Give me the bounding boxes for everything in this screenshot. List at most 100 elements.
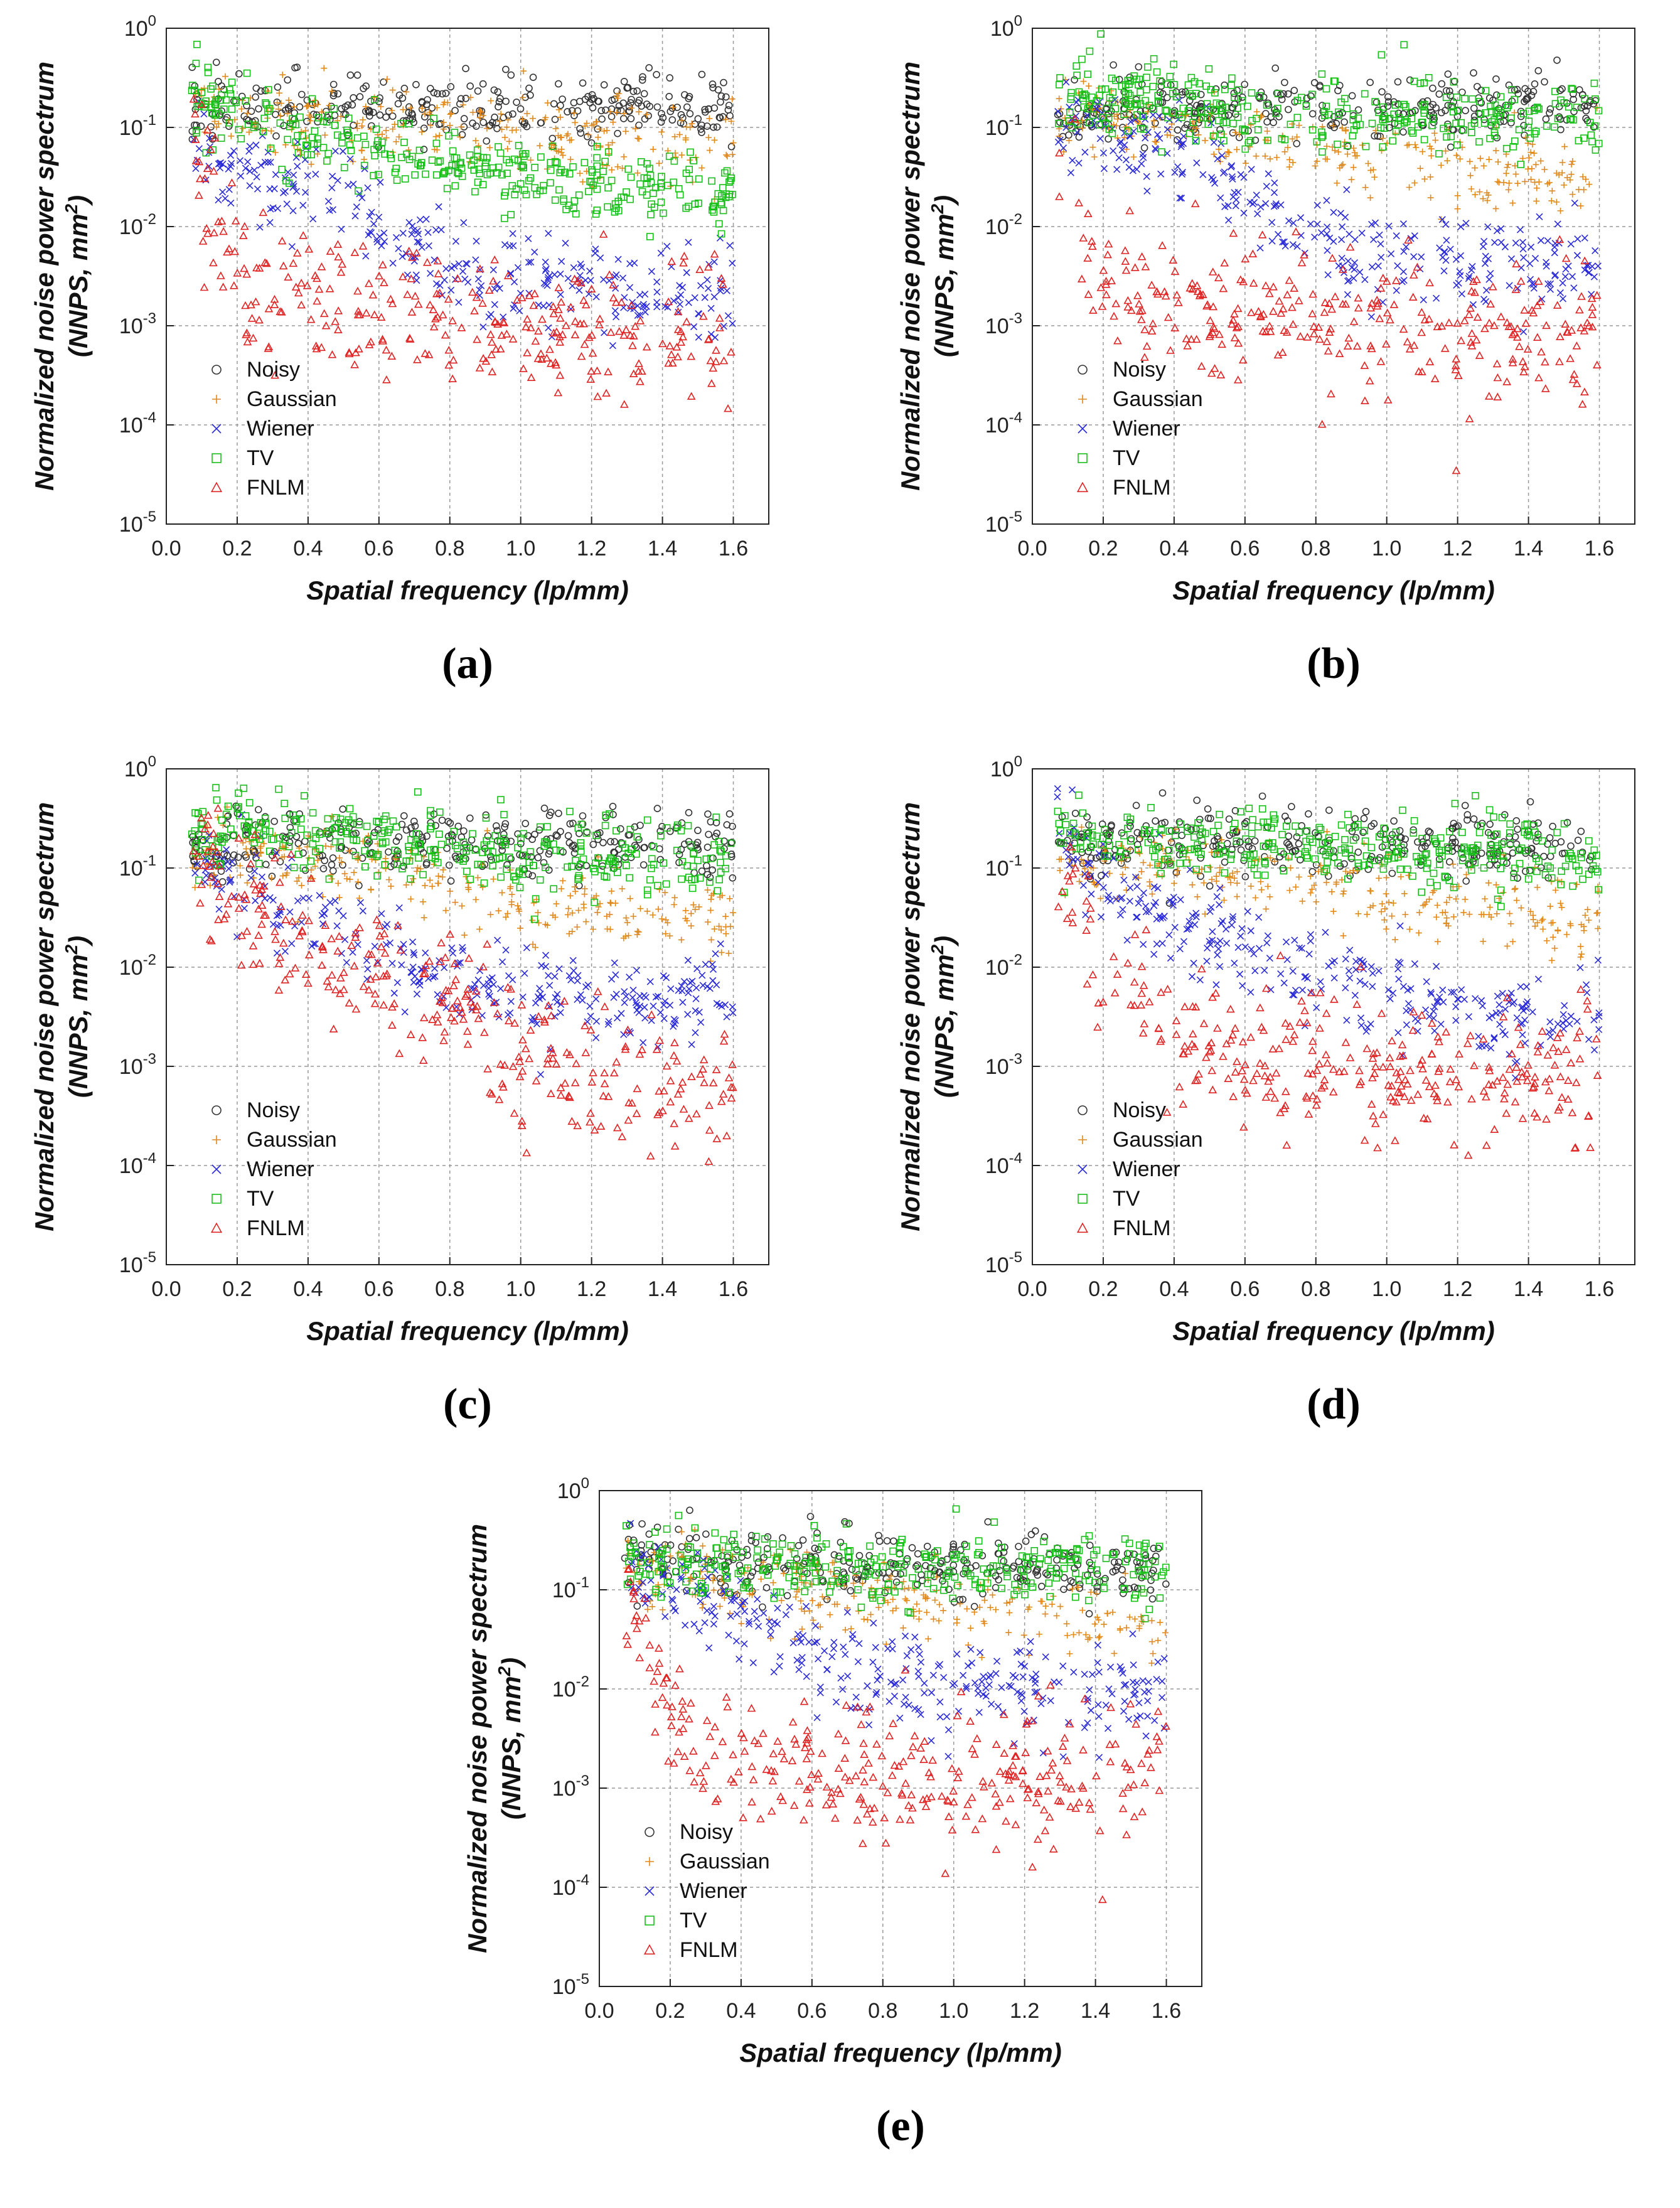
data-point bbox=[688, 876, 695, 884]
data-point bbox=[339, 147, 347, 155]
data-point bbox=[634, 302, 641, 309]
data-point bbox=[574, 924, 581, 931]
data-point bbox=[498, 889, 505, 896]
data-point bbox=[429, 883, 436, 890]
data-point bbox=[727, 923, 734, 930]
data-point bbox=[1431, 130, 1438, 137]
data-point bbox=[215, 121, 222, 127]
data-point bbox=[1480, 119, 1489, 127]
data-point bbox=[1315, 335, 1324, 343]
data-point bbox=[1471, 164, 1478, 171]
data-point bbox=[294, 878, 301, 885]
data-point bbox=[461, 276, 469, 283]
data-point bbox=[683, 269, 690, 276]
data-point bbox=[270, 300, 279, 309]
data-point bbox=[1237, 171, 1244, 178]
data-point bbox=[311, 341, 321, 350]
data-point bbox=[442, 907, 449, 914]
data-point bbox=[601, 127, 607, 134]
data-point bbox=[476, 107, 483, 114]
data-point bbox=[1485, 156, 1492, 163]
data-point bbox=[1281, 78, 1288, 87]
data-point bbox=[1121, 141, 1128, 149]
data-point bbox=[613, 1123, 622, 1132]
legend-marker-tv bbox=[211, 453, 222, 463]
data-point bbox=[508, 1062, 518, 1070]
data-point bbox=[1453, 141, 1461, 149]
data-point bbox=[1409, 129, 1417, 137]
data-point bbox=[1071, 76, 1078, 83]
data-point bbox=[581, 1021, 589, 1029]
data-point bbox=[1067, 95, 1075, 103]
data-point bbox=[705, 830, 712, 839]
data-point bbox=[503, 169, 511, 178]
data-point bbox=[692, 1007, 699, 1014]
data-point bbox=[543, 1059, 552, 1068]
data-point bbox=[588, 95, 596, 103]
data-point bbox=[675, 850, 683, 859]
data-point bbox=[639, 303, 647, 311]
data-point bbox=[640, 844, 648, 852]
data-point bbox=[1321, 112, 1329, 119]
data-point bbox=[570, 110, 577, 117]
data-point bbox=[648, 1017, 655, 1024]
data-point bbox=[204, 68, 212, 77]
data-point bbox=[410, 876, 417, 882]
data-point bbox=[626, 195, 634, 203]
series-tv bbox=[188, 41, 736, 240]
data-point bbox=[277, 112, 284, 119]
data-point bbox=[292, 833, 301, 840]
data-point bbox=[554, 388, 563, 397]
data-point bbox=[1073, 62, 1080, 70]
data-point bbox=[586, 1117, 594, 1126]
data-point bbox=[383, 76, 390, 83]
data-point bbox=[339, 805, 347, 813]
data-point bbox=[1138, 306, 1147, 314]
data-point bbox=[1297, 258, 1307, 267]
data-point bbox=[361, 156, 368, 163]
data-point bbox=[1153, 131, 1162, 138]
data-point bbox=[218, 816, 226, 824]
data-point bbox=[1178, 141, 1185, 148]
data-point bbox=[614, 163, 621, 170]
data-point bbox=[246, 859, 255, 867]
data-point bbox=[1141, 262, 1150, 271]
data-point bbox=[1531, 130, 1539, 137]
data-point bbox=[1592, 95, 1599, 103]
data-point bbox=[587, 139, 596, 147]
data-point bbox=[370, 999, 380, 1007]
data-point bbox=[646, 164, 653, 173]
data-point bbox=[647, 179, 655, 187]
data-point bbox=[1354, 114, 1362, 122]
data-point bbox=[1544, 237, 1551, 245]
data-point bbox=[657, 118, 665, 126]
data-point bbox=[1484, 223, 1492, 230]
data-point bbox=[456, 1003, 465, 1012]
data-point bbox=[445, 132, 452, 140]
data-point bbox=[432, 133, 439, 140]
data-point bbox=[499, 1083, 508, 1091]
data-point bbox=[712, 346, 720, 354]
data-point bbox=[287, 916, 297, 925]
data-point bbox=[495, 908, 502, 914]
data-point bbox=[1190, 113, 1199, 121]
data-point bbox=[1127, 835, 1135, 843]
data-point bbox=[344, 129, 352, 136]
data-point bbox=[667, 985, 675, 993]
data-point bbox=[625, 932, 632, 939]
data-point bbox=[1352, 153, 1359, 159]
data-point bbox=[1206, 316, 1215, 324]
data-point bbox=[267, 144, 275, 152]
data-point bbox=[288, 243, 296, 250]
data-point bbox=[1055, 119, 1062, 127]
data-point bbox=[336, 894, 343, 901]
data-point bbox=[1559, 169, 1566, 176]
data-point bbox=[569, 909, 576, 916]
data-point bbox=[1590, 79, 1598, 87]
data-point bbox=[1457, 119, 1465, 127]
data-point bbox=[193, 41, 201, 48]
data-point bbox=[211, 100, 219, 108]
data-point bbox=[193, 129, 200, 137]
data-point bbox=[576, 125, 584, 132]
data-point bbox=[284, 864, 292, 871]
